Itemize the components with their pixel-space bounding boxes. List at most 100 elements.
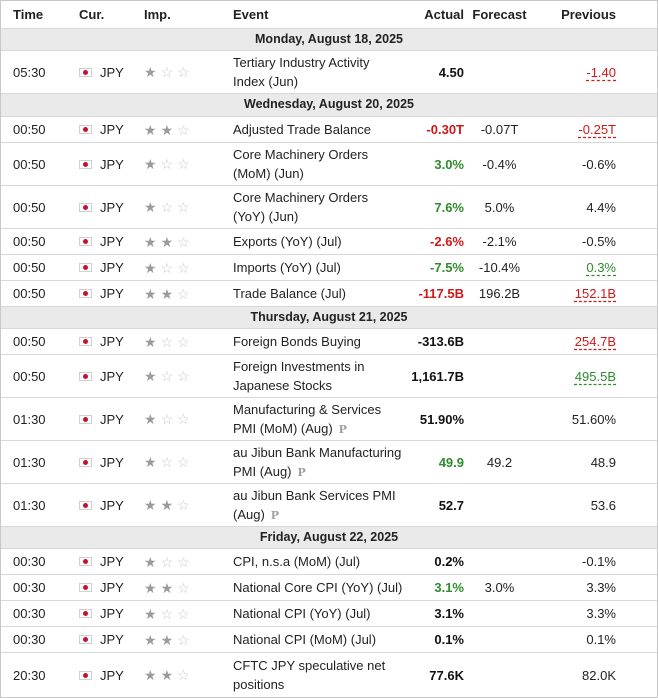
event-actual: 7.6% [434, 199, 464, 215]
event-name[interactable]: Exports (YoY) (Jul) [233, 229, 403, 254]
event-title[interactable]: Foreign Bonds Buying [233, 332, 361, 351]
event-importance: ★ ☆ ☆ [144, 186, 224, 228]
event-previous: 82.0K [582, 667, 616, 683]
event-previous[interactable]: 152.1B [574, 286, 616, 301]
event-title[interactable]: CPI, n.s.a (MoM) (Jul) [233, 552, 360, 571]
table-row[interactable]: 01:30 JPY ★ ★ ☆ au Jibun Bank Services PMI (A… [1, 483, 657, 526]
header-time[interactable]: Time [13, 7, 44, 22]
star-filled-icon: ★ [144, 579, 157, 596]
event-time: 00:50 [13, 286, 46, 301]
japan-flag-icon [79, 457, 92, 467]
event-name[interactable]: National Core CPI (YoY) (Jul) [233, 575, 403, 600]
event-forecast: -0.07T [480, 122, 519, 137]
event-name[interactable]: National CPI (YoY) (Jul) [233, 601, 403, 626]
table-row[interactable]: 00:30 JPY ★ ☆ ☆ CPI, n.s.a (MoM) (Jul) 0.2% -0.… [1, 548, 657, 574]
event-title[interactable]: Core Machinery Orders (YoY) (Jun) [233, 188, 403, 226]
star-filled-icon: ★ [144, 605, 157, 622]
star-filled-icon: ★ [144, 497, 157, 513]
table-row[interactable]: 01:30 JPY ★ ☆ ☆ Manufacturing & Services PMI … [1, 397, 657, 440]
table-row[interactable]: 00:50 JPY ★ ☆ ☆ Foreign Investments in Japane… [1, 354, 657, 397]
event-title-text: Core Machinery Orders (MoM) (Jun) [233, 147, 369, 181]
event-title[interactable]: Exports (YoY) (Jul) [233, 232, 342, 251]
event-title[interactable]: Tertiary Industry Activity Index (Jun) [233, 53, 403, 91]
table-row[interactable]: 05:30 JPY ★ ☆ ☆ Tertiary Industry Activity In… [1, 50, 657, 93]
event-title[interactable]: CFTC JPY speculative net positions [233, 656, 403, 694]
event-importance: ★ ☆ ☆ [144, 601, 224, 626]
currency-code: JPY [100, 580, 124, 595]
event-previous[interactable]: 495.5B [574, 368, 616, 384]
event-title[interactable]: Trade Balance (Jul) [233, 284, 346, 303]
header-previous[interactable]: Previous [561, 7, 616, 22]
day-header-3: Friday, August 22, 2025 [1, 526, 657, 548]
header-importance[interactable]: Imp. [144, 7, 171, 22]
table-row[interactable]: 00:30 JPY ★ ☆ ☆ National CPI (YoY) (Jul) 3.1% 3… [1, 600, 657, 626]
event-name[interactable]: Foreign Bonds Buying [233, 329, 403, 354]
event-forecast: 5.0% [484, 199, 515, 215]
event-forecast [467, 601, 532, 626]
event-importance: ★ ☆ ☆ [144, 441, 224, 483]
event-title[interactable]: Manufacturing & Services PMI (MoM) (Aug)… [233, 400, 403, 439]
event-name[interactable]: Adjusted Trade Balance [233, 117, 403, 142]
event-title[interactable]: Foreign Investments in Japanese Stocks [233, 357, 403, 395]
star-empty-icon: ☆ [177, 199, 190, 215]
event-name[interactable]: Manufacturing & Services PMI (MoM) (Aug)… [233, 398, 403, 440]
currency-code: JPY [100, 64, 124, 80]
event-title-text: Core Machinery Orders (YoY) (Jun) [233, 190, 369, 224]
event-previous[interactable]: 0.3% [586, 260, 616, 275]
event-currency: JPY [79, 601, 139, 626]
event-name[interactable]: Core Machinery Orders (MoM) (Jun) [233, 143, 403, 185]
event-title[interactable]: National CPI (YoY) (Jul) [233, 604, 371, 623]
event-time: 01:30 [13, 411, 46, 427]
header-event[interactable]: Event [233, 7, 269, 22]
header-forecast[interactable]: Forecast [472, 7, 527, 22]
event-time: 00:30 [13, 554, 46, 569]
event-title[interactable]: National Core CPI (YoY) (Jul) [233, 578, 402, 597]
event-name[interactable]: au Jibun Bank Manufacturing PMI (Aug) P [233, 441, 403, 483]
table-row[interactable]: 01:30 JPY ★ ☆ ☆ au Jibun Bank Manufacturing P… [1, 440, 657, 483]
event-title[interactable]: au Jibun Bank Manufacturing PMI (Aug) P [233, 443, 403, 482]
event-name[interactable]: Tertiary Industry Activity Index (Jun) [233, 51, 403, 93]
event-forecast [467, 398, 532, 440]
event-name[interactable]: CFTC JPY speculative net positions [233, 653, 403, 697]
event-title[interactable]: Core Machinery Orders (MoM) (Jun) [233, 145, 403, 183]
event-name[interactable]: Trade Balance (Jul) [233, 281, 403, 306]
table-row[interactable]: 00:50 JPY ★ ★ ☆ Trade Balance (Jul) -117.5B 196… [1, 280, 657, 306]
star-filled-icon: ★ [144, 631, 157, 648]
japan-flag-icon [79, 500, 92, 510]
event-previous[interactable]: -1.40 [586, 64, 616, 80]
event-time: 00:50 [13, 334, 46, 349]
event-title[interactable]: National CPI (MoM) (Jul) [233, 630, 376, 649]
table-row[interactable]: 00:50 JPY ★ ★ ☆ Adjusted Trade Balance -0.30T -… [1, 116, 657, 142]
event-name[interactable]: CPI, n.s.a (MoM) (Jul) [233, 549, 403, 574]
event-name[interactable]: au Jibun Bank Services PMI (Aug) P [233, 484, 403, 526]
table-row[interactable]: 00:30 JPY ★ ★ ☆ National CPI (MoM) (Jul) 0.1% 0… [1, 626, 657, 652]
star-empty-icon: ☆ [177, 333, 190, 350]
currency-code: JPY [100, 667, 124, 683]
event-name[interactable]: Imports (YoY) (Jul) [233, 255, 403, 280]
header-actual[interactable]: Actual [424, 7, 464, 22]
event-name[interactable]: National CPI (MoM) (Jul) [233, 627, 403, 652]
table-row[interactable]: 00:50 JPY ★ ☆ ☆ Imports (YoY) (Jul) -7.5% -10.4… [1, 254, 657, 280]
event-importance: ★ ★ ☆ [144, 281, 224, 306]
event-title[interactable]: au Jibun Bank Services PMI (Aug) P [233, 486, 403, 525]
event-previous[interactable]: -0.25T [578, 122, 616, 137]
event-name[interactable]: Foreign Investments in Japanese Stocks [233, 355, 403, 397]
event-time: 01:30 [13, 454, 46, 470]
header-currency[interactable]: Cur. [79, 7, 105, 22]
star-filled-icon: ★ [144, 411, 157, 427]
table-row[interactable]: 00:50 JPY ★ ☆ ☆ Foreign Bonds Buying -313.6B 25… [1, 328, 657, 354]
event-previous[interactable]: 254.7B [574, 334, 616, 349]
table-row[interactable]: 00:50 JPY ★ ☆ ☆ Core Machinery Orders (MoM) (… [1, 142, 657, 185]
table-row[interactable]: 00:50 JPY ★ ★ ☆ Exports (YoY) (Jul) -2.6% -2.1%… [1, 228, 657, 254]
table-row[interactable]: 00:30 JPY ★ ★ ☆ National Core CPI (YoY) (Jul)… [1, 574, 657, 600]
star-filled-icon: ★ [144, 259, 157, 276]
table-row[interactable]: 00:50 JPY ★ ☆ ☆ Core Machinery Orders (YoY) (… [1, 185, 657, 228]
event-importance: ★ ★ ☆ [144, 484, 224, 526]
event-title[interactable]: Adjusted Trade Balance [233, 120, 371, 139]
table-row[interactable]: 20:30 JPY ★ ★ ☆ CFTC JPY speculative net posi… [1, 652, 657, 697]
star-filled-icon: ★ [160, 285, 174, 302]
event-name[interactable]: Core Machinery Orders (YoY) (Jun) [233, 186, 403, 228]
event-title[interactable]: Imports (YoY) (Jul) [233, 258, 341, 277]
star-empty-icon: ☆ [177, 454, 190, 470]
star-empty-icon: ☆ [177, 605, 190, 622]
